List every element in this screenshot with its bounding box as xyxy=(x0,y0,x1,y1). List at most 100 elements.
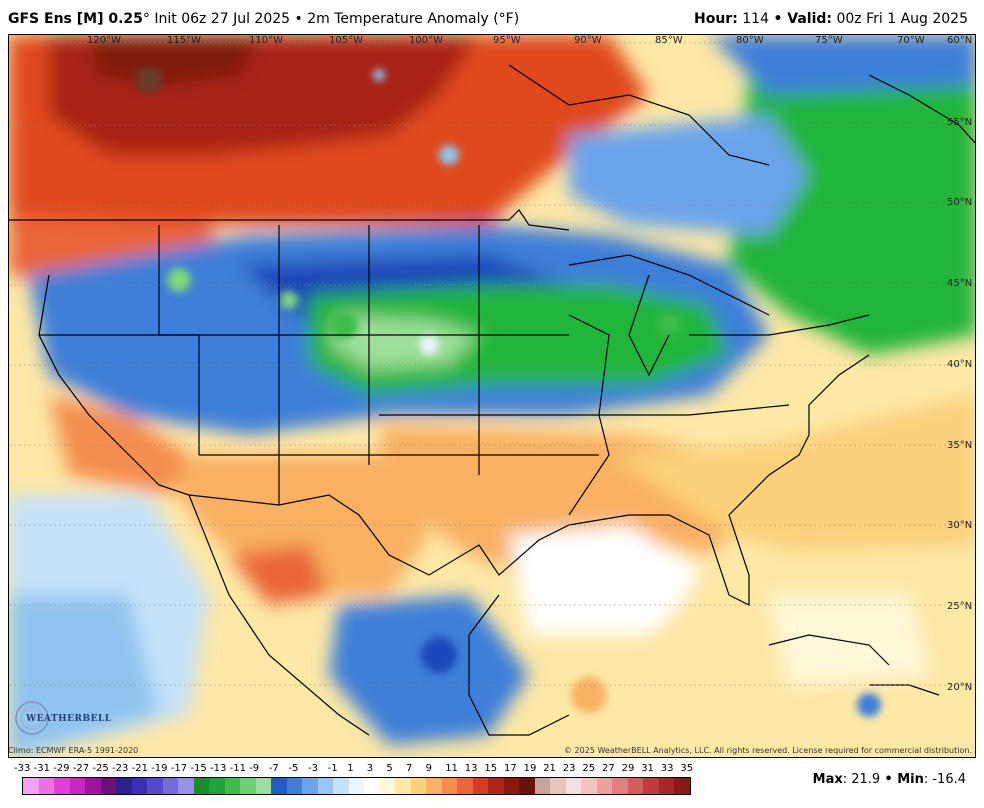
colorbar-swatch xyxy=(550,778,566,794)
lon-label: 85°W xyxy=(655,35,683,46)
colorbar-swatch xyxy=(612,778,628,794)
great-lakes-1 xyxy=(628,274,670,377)
colorbar-swatch xyxy=(674,778,690,794)
colorbar-swatch xyxy=(441,778,457,794)
hour-value: 114 xyxy=(742,11,769,27)
cuba xyxy=(768,634,890,666)
colorbar-label: 25 xyxy=(582,763,596,774)
colorbar-swatch xyxy=(596,778,612,794)
colorbar-label: -11 xyxy=(229,763,246,774)
colorbar-label: 13 xyxy=(464,763,478,774)
lat-label: 45°N xyxy=(947,278,973,289)
colorbar-swatch xyxy=(240,778,256,794)
lon-label: 110°W xyxy=(249,35,283,46)
colorbar-swatch xyxy=(519,778,535,794)
colorbar-swatch xyxy=(209,778,225,794)
colorbar xyxy=(22,777,691,795)
lon-label: 70°W xyxy=(897,35,925,46)
model-name: GFS Ens [M] 0.25 xyxy=(8,11,143,27)
southern-coast xyxy=(188,354,870,606)
hudson-bay xyxy=(508,64,770,166)
colorbar-swatch xyxy=(426,778,442,794)
colorbar-swatch xyxy=(54,778,70,794)
state-line-8 xyxy=(568,314,610,516)
colorbar-swatch xyxy=(255,778,271,794)
colorbar-label: 17 xyxy=(504,763,517,774)
colorbar-swatch xyxy=(178,778,194,794)
colorbar-swatch xyxy=(410,778,426,794)
hour-label: Hour: xyxy=(694,11,738,27)
colorbar-swatch xyxy=(472,778,488,794)
mexico-pacific-coast xyxy=(188,494,370,736)
logo-text: WEATHERBELL xyxy=(26,714,112,724)
great-lakes-3 xyxy=(689,314,870,336)
map-title: GFS Ens [M] 0.25° Init 06z 27 Jul 2025 •… xyxy=(8,11,519,27)
colorbar-swatch xyxy=(643,778,659,794)
colorbar-swatch xyxy=(38,778,54,794)
colorbar-label: -19 xyxy=(151,763,168,774)
colorbar-swatch xyxy=(100,778,116,794)
colorbar-label: 31 xyxy=(641,763,654,774)
state-line-2 xyxy=(158,225,200,455)
lat-label: 60°N xyxy=(947,35,973,46)
colorbar-label: 29 xyxy=(621,763,635,774)
state-line-7 xyxy=(379,404,790,416)
colorbar-label: -21 xyxy=(131,763,148,774)
lat-label: 30°N xyxy=(947,520,973,531)
colorbar-swatch xyxy=(286,778,302,794)
lon-label: 105°W xyxy=(329,35,363,46)
lon-label: 80°W xyxy=(736,35,764,46)
colorbar-label: 21 xyxy=(543,763,556,774)
colorbar-swatch xyxy=(302,778,318,794)
lon-label: 95°W xyxy=(493,35,521,46)
min-value: : -16.4 xyxy=(923,772,966,787)
colorbar-label: -29 xyxy=(53,763,70,774)
lat-label: 40°N xyxy=(947,359,973,370)
colorbar-label: -33 xyxy=(14,763,31,774)
anomaly-detail xyxy=(135,66,881,717)
temperature-anomaly-map: 120°W 115°W 110°W 105°W 100°W 95°W 90°W … xyxy=(8,34,976,758)
colorbar-swatch xyxy=(488,778,504,794)
colorbar-label: -25 xyxy=(92,763,109,774)
colorbar-swatch xyxy=(395,778,411,794)
colorbar-label: -3 xyxy=(308,763,318,774)
us-canada-border xyxy=(9,209,570,231)
colorbar-label: -7 xyxy=(268,763,279,774)
colorbar-swatch xyxy=(224,778,240,794)
field-name: • 2m Temperature Anomaly (°F) xyxy=(294,11,520,27)
mexico-gulf-coast xyxy=(468,594,570,736)
colorbar-swatch xyxy=(565,778,581,794)
colorbar-label: 27 xyxy=(602,763,615,774)
colorbar-swatch xyxy=(457,778,473,794)
copyright-note: © 2025 WeatherBELL Analytics, LLC. All r… xyxy=(564,746,972,755)
colorbar-swatch xyxy=(333,778,349,794)
colorbar-label: -31 xyxy=(33,763,50,774)
colorbar-swatch xyxy=(23,778,39,794)
valid-label: • Valid: xyxy=(773,11,833,27)
max-label: Max xyxy=(812,772,843,787)
colorbar-swatch xyxy=(193,778,209,794)
colorbar-swatch xyxy=(317,778,333,794)
colorbar-label: 11 xyxy=(445,763,458,774)
valid-time: Hour: 114 • Valid: 00z Fri 1 Aug 2025 xyxy=(694,11,968,27)
lat-label: 35°N xyxy=(947,440,973,451)
graticule xyxy=(9,42,975,686)
init-time: ° Init 06z 27 Jul 2025 xyxy=(142,11,291,27)
colorbar-swatch xyxy=(534,778,550,794)
colorbar-swatch xyxy=(581,778,597,794)
colorbar-label: -5 xyxy=(288,763,299,774)
labrador xyxy=(868,74,975,144)
colorbar-swatch xyxy=(658,778,674,794)
political-borders xyxy=(9,64,975,736)
colorbar-swatch xyxy=(348,778,364,794)
weatherbell-logo xyxy=(15,701,49,735)
colorbar-label: -13 xyxy=(210,763,227,774)
lat-label: 55°N xyxy=(947,117,973,128)
colorbar-label: 15 xyxy=(484,763,498,774)
lat-label: 50°N xyxy=(947,197,973,208)
colorbar-label: 7 xyxy=(406,763,413,774)
colorbar-label: 35 xyxy=(680,763,694,774)
min-label: • Min xyxy=(884,772,924,787)
great-lakes-2 xyxy=(568,254,770,316)
colorbar-swatch xyxy=(162,778,178,794)
